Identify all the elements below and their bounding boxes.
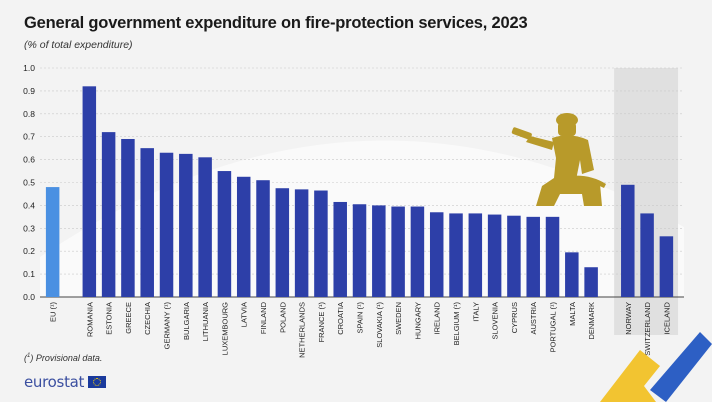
bar — [449, 213, 463, 297]
x-tick-label: HUNGARY — [413, 302, 422, 339]
bar — [217, 171, 232, 297]
bar — [82, 86, 97, 297]
bar — [256, 180, 270, 297]
x-tick-label: CYPRUS — [510, 302, 519, 333]
y-tick-label: 1.0 — [23, 63, 35, 73]
x-tick-label: SLOVAKIA (¹) — [375, 302, 384, 348]
bar — [179, 153, 193, 297]
x-tick-label: ESTONIA — [105, 302, 114, 335]
bar — [333, 201, 347, 297]
bar — [101, 132, 116, 297]
bar — [314, 190, 328, 297]
logo-text: eurostat — [24, 373, 85, 391]
x-tick-label: MALTA — [568, 302, 577, 326]
x-tick-label: NORWAY — [624, 302, 633, 335]
bar — [198, 157, 212, 297]
y-tick-label: 0.4 — [23, 200, 35, 210]
y-tick-label: 0.6 — [23, 155, 35, 165]
x-tick-label: FRANCE (¹) — [317, 302, 326, 343]
x-tick-label: SWITZERLAND — [643, 301, 652, 355]
y-tick-label: 0.7 — [23, 132, 35, 142]
x-tick-label: ICELAND — [662, 301, 671, 334]
bar — [487, 214, 502, 297]
x-tick-label: EU (¹) — [49, 302, 58, 322]
x-tick-label: FINLAND — [259, 301, 268, 334]
eurostat-logo: eurostat — [24, 373, 107, 391]
bar — [621, 184, 635, 297]
decorative-chevron — [600, 332, 712, 402]
eu-flag-icon — [88, 376, 107, 388]
bar — [140, 148, 154, 297]
x-tick-label: DENMARK — [587, 302, 596, 340]
y-tick-label: 0.2 — [23, 246, 35, 256]
x-tick-label: NETHERLANDS — [298, 302, 307, 358]
y-tick-label: 0.5 — [23, 178, 35, 188]
x-tick-label: CZECHIA — [143, 302, 152, 335]
bar — [294, 189, 309, 297]
bar — [584, 267, 598, 297]
x-tick-label: PORTUGAL (¹) — [549, 301, 558, 352]
x-tick-label: AUSTRIA — [529, 302, 538, 335]
bar — [236, 176, 251, 297]
bar — [565, 252, 579, 297]
bar — [429, 212, 444, 297]
bar — [391, 206, 405, 297]
x-tick-label: CROATIA — [336, 302, 345, 335]
bar — [159, 152, 174, 297]
x-tick-label: POLAND — [278, 301, 287, 332]
bar — [372, 205, 386, 297]
bar — [545, 216, 560, 297]
bar — [121, 138, 135, 297]
x-tick-label: ITALY — [471, 302, 480, 322]
x-tick-label: SPAIN (¹) — [356, 302, 365, 334]
x-tick-label: LITHUANIA — [201, 302, 210, 341]
footnote: (1) Provisional data. — [24, 353, 103, 363]
x-tick-label: ROMANIA — [85, 302, 94, 337]
bar — [468, 213, 483, 297]
x-tick-label: BULGARIA — [182, 302, 191, 340]
x-tick-label: BELGIUM (¹) — [452, 302, 461, 346]
y-tick-label: 0.1 — [23, 269, 35, 279]
x-tick-label: IRELAND — [433, 301, 442, 334]
bar — [526, 216, 540, 297]
firefighter-icon — [511, 113, 606, 206]
bar — [507, 215, 521, 297]
x-tick-label: LATVIA — [240, 302, 249, 327]
bar — [275, 188, 290, 297]
chart-subtitle: (% of total expenditure) — [24, 39, 133, 51]
x-tick-label: SLOVENIA — [491, 302, 500, 340]
bar — [352, 204, 367, 297]
y-tick-label: 0.9 — [23, 86, 35, 96]
bar — [410, 206, 425, 297]
y-tick-label: 0.3 — [23, 223, 35, 233]
bar — [659, 236, 674, 297]
y-tick-label: 0.0 — [23, 292, 35, 302]
bar — [640, 213, 654, 297]
x-tick-label: GREECE — [124, 302, 133, 334]
x-tick-label: SWEDEN — [394, 302, 403, 335]
chart-title: General government expenditure on fire-p… — [24, 14, 528, 32]
x-tick-label: GERMANY (¹) — [163, 302, 172, 350]
x-tick-label: LUXEMBOURG — [220, 302, 229, 356]
bar — [45, 187, 60, 297]
y-tick-label: 0.8 — [23, 109, 35, 119]
